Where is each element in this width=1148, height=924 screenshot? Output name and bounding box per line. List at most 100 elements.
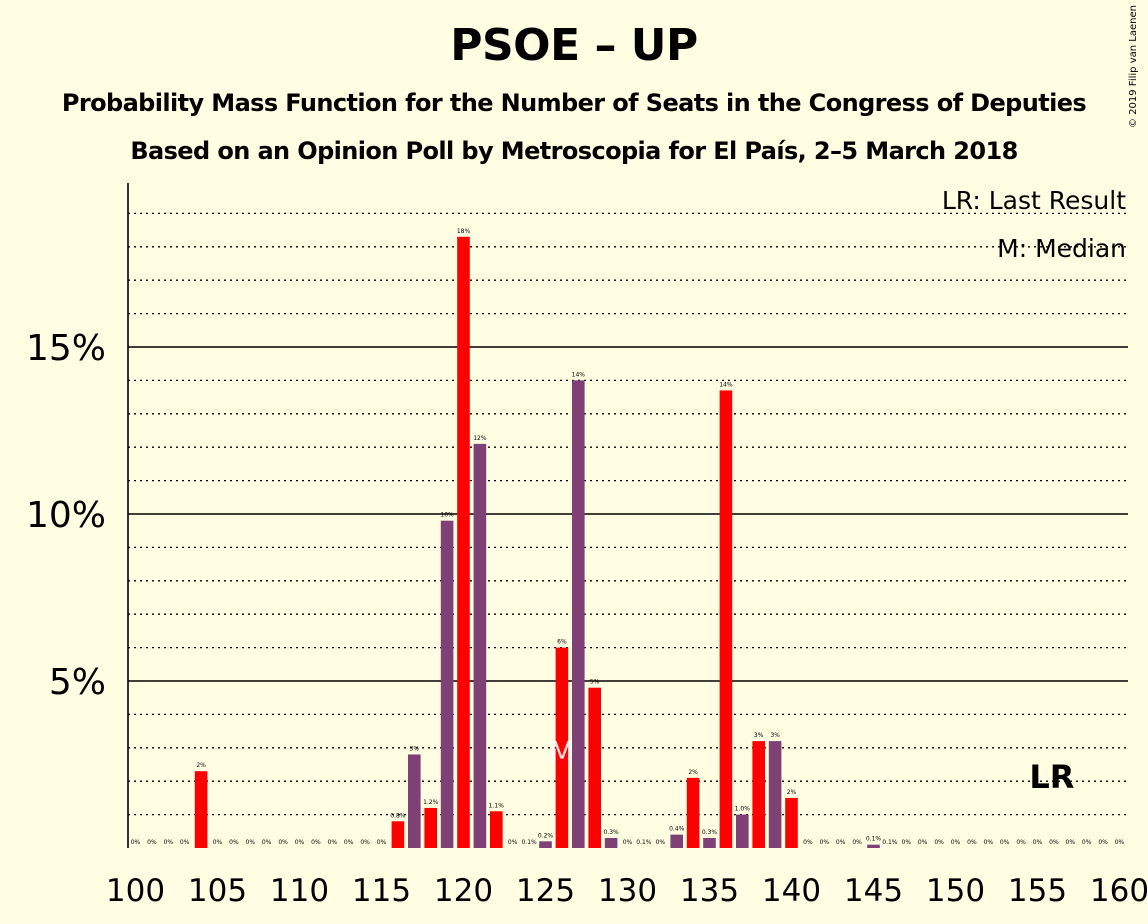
bar-value-label: 0%: [918, 839, 928, 846]
x-tick-label: 130: [598, 873, 657, 909]
bar-value-label: 0%: [311, 839, 321, 846]
x-tick-label: 150: [926, 873, 985, 909]
pmf-bar: [391, 821, 405, 848]
y-tick-label: 10%: [26, 495, 106, 536]
pmf-bar: [867, 844, 880, 848]
x-tick-label: 110: [270, 873, 329, 909]
bar-value-label: 0%: [967, 839, 977, 846]
legend-median: M: Median: [997, 234, 1126, 263]
bar-value-label: 0%: [508, 839, 518, 846]
bar-value-label: 0%: [246, 839, 256, 846]
bar-value-label: 1.0%: [735, 806, 751, 813]
bar-value-label: 0%: [1082, 839, 1092, 846]
legend-last-result: LR: Last Result: [942, 186, 1126, 215]
x-tick-label: 105: [188, 873, 247, 909]
bar-value-label: 0.3%: [603, 829, 619, 836]
x-tick-label: 160: [1090, 873, 1148, 909]
pmf-bar: [473, 443, 487, 848]
x-tick-label: 155: [1008, 873, 1067, 909]
x-tick-label: 140: [762, 873, 821, 909]
bar-value-label: 0%: [1049, 839, 1059, 846]
x-tick-label: 120: [434, 873, 493, 909]
pmf-bar: [490, 811, 503, 848]
bar-value-label: 5%: [590, 679, 600, 686]
pmf-bar: [719, 390, 733, 848]
bar-value-label: 14%: [719, 381, 733, 388]
bar-value-label: 0%: [803, 839, 813, 846]
bar-value-label: 0%: [820, 839, 830, 846]
bar-value-label: 0%: [934, 839, 944, 846]
x-tick-label: 135: [680, 873, 739, 909]
pmf-bar: [604, 837, 618, 848]
bar-value-label: 0%: [344, 839, 354, 846]
bar-value-label: 3%: [754, 732, 764, 739]
pmf-bar: [768, 741, 782, 848]
bar-value-label: 0.1%: [882, 839, 898, 846]
pmf-bar: [736, 814, 749, 848]
bar-value-label: 12%: [473, 435, 487, 442]
bar-value-label: 0%: [213, 839, 223, 846]
bar-value-label: 1.2%: [423, 799, 439, 806]
bar-value-label: 3%: [770, 732, 780, 739]
bar-value-label: 0%: [262, 839, 272, 846]
pmf-bar: [539, 841, 552, 848]
bar-value-label: 0.4%: [669, 826, 685, 833]
last-result-marker: LR: [1029, 758, 1074, 796]
bar-value-label: 0%: [836, 839, 846, 846]
y-tick-label: 5%: [49, 662, 106, 703]
bar-value-label: 0%: [377, 839, 387, 846]
bar-value-label: 0%: [360, 839, 370, 846]
pmf-bar: [785, 797, 798, 848]
x-tick-label: 145: [844, 873, 903, 909]
pmf-bar: [457, 236, 470, 848]
bar-value-label: 0.1%: [521, 839, 537, 846]
bar-value-label: 0%: [852, 839, 862, 846]
bar-value-label: 0%: [295, 839, 305, 846]
x-tick-label: 125: [516, 873, 575, 909]
bar-value-label: 0%: [623, 839, 633, 846]
chart-subtitle: Probability Mass Function for the Number…: [61, 89, 1087, 117]
pmf-bar: [555, 647, 569, 848]
bar-value-label: 0%: [147, 839, 157, 846]
pmf-bar: [408, 754, 421, 848]
bar-value-label: 2%: [196, 762, 206, 769]
pmf-bar: [752, 741, 765, 848]
y-tick-label: 15%: [26, 328, 106, 369]
bar-value-label: 3%: [410, 745, 420, 752]
bar-value-label: 0%: [902, 839, 912, 846]
bar-value-label: 0.1%: [636, 839, 652, 846]
pmf-bar: [686, 777, 700, 848]
pmf-bar: [572, 380, 585, 848]
bar-value-label: 0.2%: [538, 832, 554, 839]
bar-value-label: 2%: [688, 769, 698, 776]
bar-value-label: 0%: [951, 839, 961, 846]
bar-value-label: 0.3%: [702, 829, 718, 836]
pmf-bar: [440, 520, 454, 848]
x-tick-label: 115: [352, 873, 411, 909]
bar-value-label: 18%: [457, 228, 471, 235]
pmf-bar: [588, 687, 601, 848]
pmf-bar: [703, 837, 716, 848]
bar-value-label: 0%: [229, 839, 239, 846]
bar-value-label: 10%: [440, 512, 454, 519]
bar-value-label: 0%: [1098, 839, 1108, 846]
bar-value-label: 0%: [1066, 839, 1076, 846]
pmf-bar: [424, 807, 437, 848]
bar-value-label: 0.8%: [390, 812, 406, 819]
bar-value-label: 0%: [180, 839, 190, 846]
bar-value-label: 0%: [164, 839, 174, 846]
bar-value-label: 0%: [1115, 839, 1125, 846]
bar-value-label: 2%: [787, 789, 797, 796]
bar-value-label: 0%: [131, 839, 141, 846]
bar-value-label: 0%: [1016, 839, 1026, 846]
chart-source-line: Based on an Opinion Poll by Metroscopia …: [130, 137, 1018, 165]
bar-value-label: 1.1%: [489, 802, 505, 809]
x-tick-label: 100: [106, 873, 165, 909]
bar-value-label: 14%: [572, 371, 586, 378]
bar-value-label: 0%: [278, 839, 288, 846]
bar-value-label: 0%: [656, 839, 666, 846]
bar-value-label: 6%: [557, 639, 567, 646]
pmf-bar: [194, 771, 208, 848]
chart-title: PSOE – UP: [450, 20, 698, 71]
